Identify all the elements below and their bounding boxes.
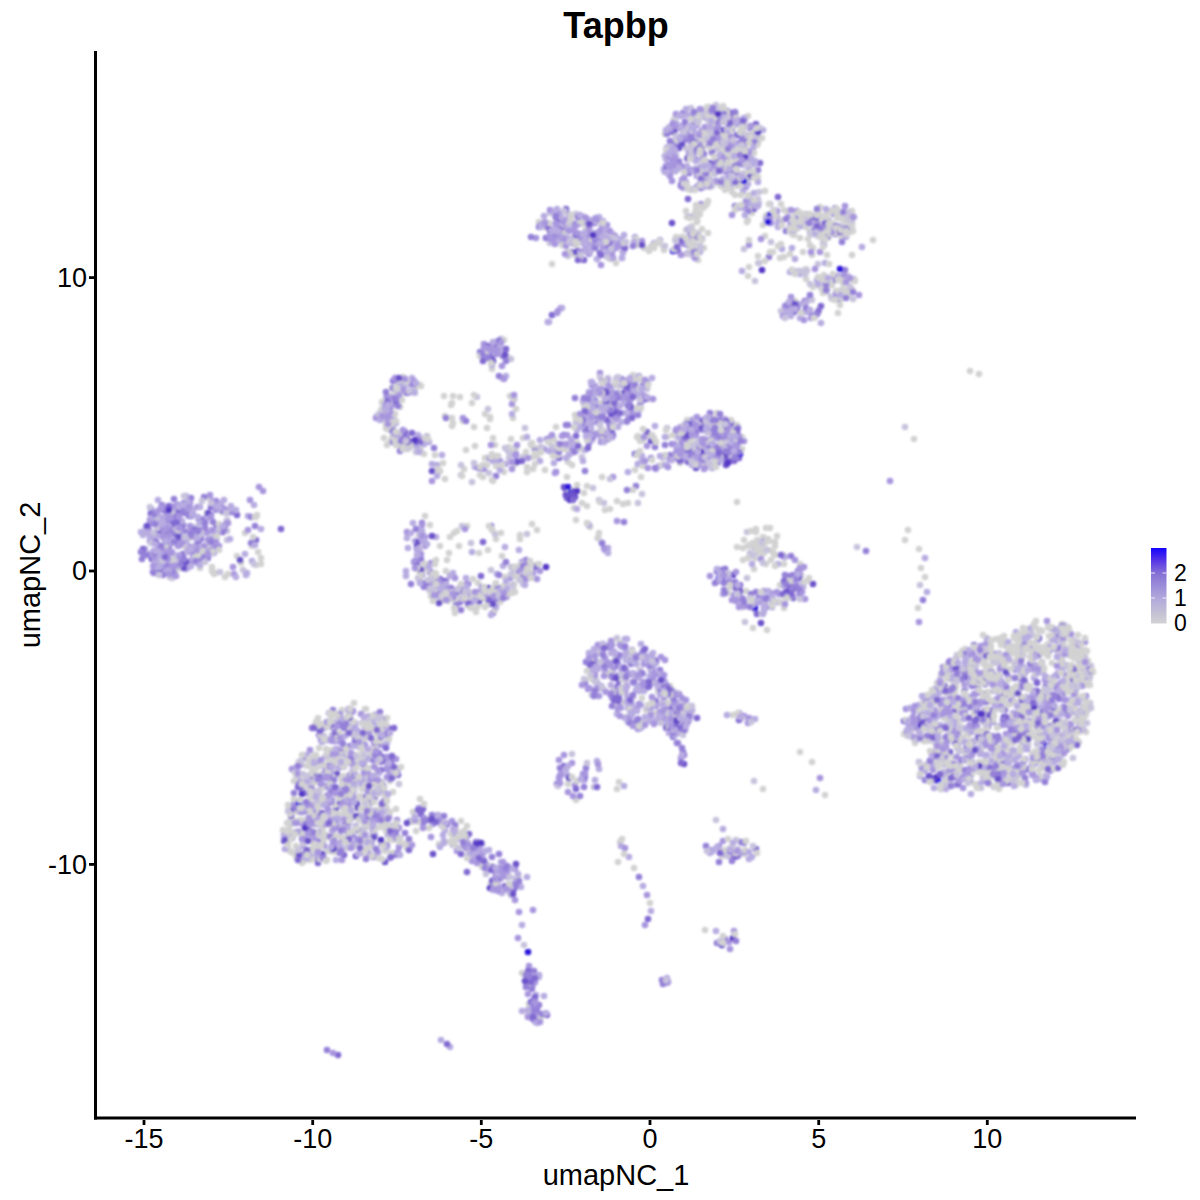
svg-text:umapNC_2: umapNC_2	[14, 502, 46, 649]
svg-text:2: 2	[1174, 560, 1187, 586]
svg-text:0: 0	[1174, 610, 1187, 636]
svg-text:10: 10	[57, 263, 87, 293]
svg-text:0: 0	[72, 556, 87, 586]
svg-text:0: 0	[642, 1124, 657, 1154]
svg-text:-10: -10	[48, 850, 87, 880]
svg-text:-5: -5	[469, 1124, 493, 1154]
svg-text:1: 1	[1174, 585, 1187, 611]
svg-text:10: 10	[972, 1124, 1002, 1154]
svg-text:5: 5	[811, 1124, 826, 1154]
svg-text:umapNC_1: umapNC_1	[543, 1159, 690, 1191]
svg-text:Tapbp: Tapbp	[563, 5, 668, 46]
svg-text:-10: -10	[293, 1124, 332, 1154]
svg-text:-15: -15	[124, 1124, 163, 1154]
